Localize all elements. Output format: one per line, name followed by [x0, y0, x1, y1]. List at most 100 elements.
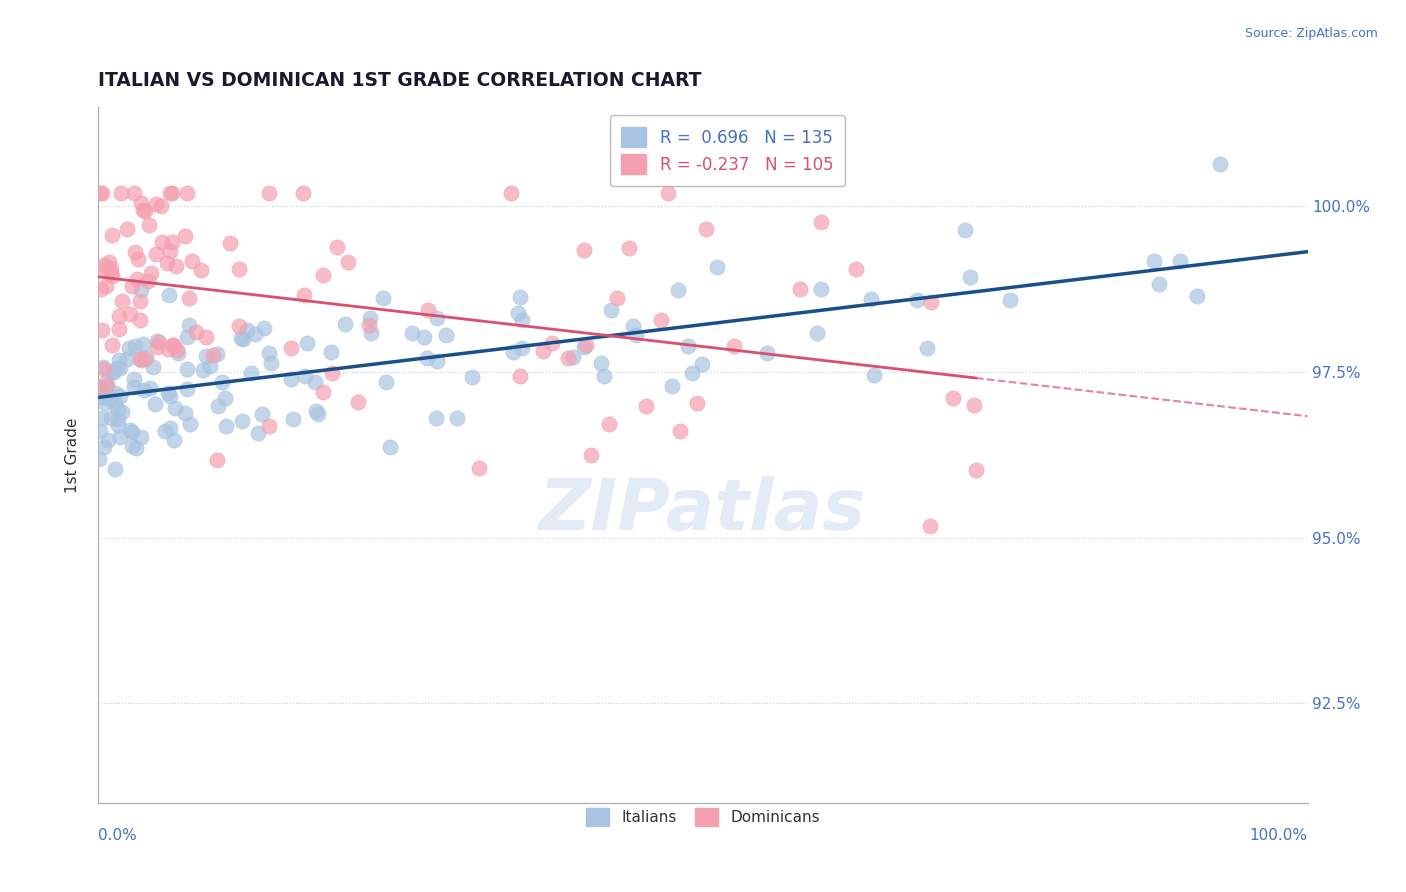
Point [138, 381, 160, 395]
Point [124, 245, 146, 260]
Point [96, 387, 118, 401]
Point [111, 294, 134, 309]
Point [136, 274, 159, 288]
Point [198, 359, 221, 373]
Point [107, 417, 129, 432]
Point [139, 266, 162, 280]
Point [512, 313, 534, 327]
Point [190, 262, 212, 277]
Point [159, 389, 181, 403]
Point [117, 352, 139, 367]
Point [308, 408, 330, 422]
Point [294, 369, 316, 384]
Point [202, 348, 225, 362]
Point [346, 395, 368, 409]
Point [98, 254, 121, 268]
Point [579, 448, 602, 462]
Point [104, 462, 127, 476]
Point [108, 322, 131, 336]
Point [806, 326, 828, 340]
Point [501, 186, 523, 201]
Point [502, 345, 524, 359]
Point [90, 282, 112, 296]
Point [176, 382, 198, 396]
Point [145, 247, 167, 261]
Point [194, 329, 217, 343]
Point [621, 319, 644, 334]
Point [101, 365, 124, 379]
Point [146, 340, 169, 354]
Point [360, 326, 382, 341]
Point [107, 403, 129, 417]
Point [101, 268, 124, 283]
Point [228, 319, 250, 334]
Point [357, 318, 380, 332]
Point [1147, 277, 1170, 291]
Point [426, 353, 449, 368]
Point [297, 335, 319, 350]
Point [94, 396, 117, 410]
Point [177, 318, 200, 332]
Point [319, 345, 342, 359]
Point [593, 368, 616, 383]
Point [108, 353, 131, 368]
Point [845, 261, 868, 276]
Point [91, 360, 114, 375]
Point [401, 326, 423, 340]
Point [181, 254, 204, 268]
Point [90, 186, 112, 201]
Point [122, 379, 145, 393]
Point [959, 270, 981, 285]
Point [624, 327, 647, 342]
Point [531, 344, 554, 359]
Point [165, 260, 187, 274]
Point [167, 346, 190, 360]
Point [321, 366, 343, 380]
Point [132, 202, 155, 217]
Point [121, 279, 143, 293]
Point [247, 425, 270, 440]
Point [131, 196, 153, 211]
Point [600, 302, 623, 317]
Point [120, 424, 142, 438]
Point [810, 215, 832, 229]
Point [176, 330, 198, 344]
Point [121, 425, 143, 440]
Point [93, 258, 115, 272]
Point [446, 410, 468, 425]
Point [257, 186, 280, 201]
Point [110, 186, 132, 201]
Point [955, 223, 977, 237]
Point [661, 379, 683, 393]
Point [89, 380, 111, 394]
Point [416, 351, 439, 366]
Point [810, 282, 832, 296]
Point [606, 291, 628, 305]
Point [789, 282, 811, 296]
Point [194, 349, 217, 363]
Point [93, 362, 115, 376]
Point [509, 290, 531, 304]
Point [160, 235, 183, 250]
Point [100, 411, 122, 425]
Point [690, 358, 713, 372]
Point [173, 228, 195, 243]
Point [326, 240, 349, 254]
Point [160, 186, 183, 201]
Point [1000, 293, 1022, 307]
Point [589, 356, 612, 370]
Point [153, 425, 176, 439]
Point [127, 252, 149, 266]
Point [214, 391, 236, 405]
Point [129, 351, 152, 366]
Point [205, 347, 228, 361]
Point [426, 311, 449, 326]
Point [232, 332, 254, 346]
Point [425, 411, 447, 425]
Point [561, 350, 583, 364]
Point [942, 391, 965, 405]
Point [163, 433, 186, 447]
Point [253, 321, 276, 335]
Point [97, 433, 120, 447]
Point [89, 263, 111, 277]
